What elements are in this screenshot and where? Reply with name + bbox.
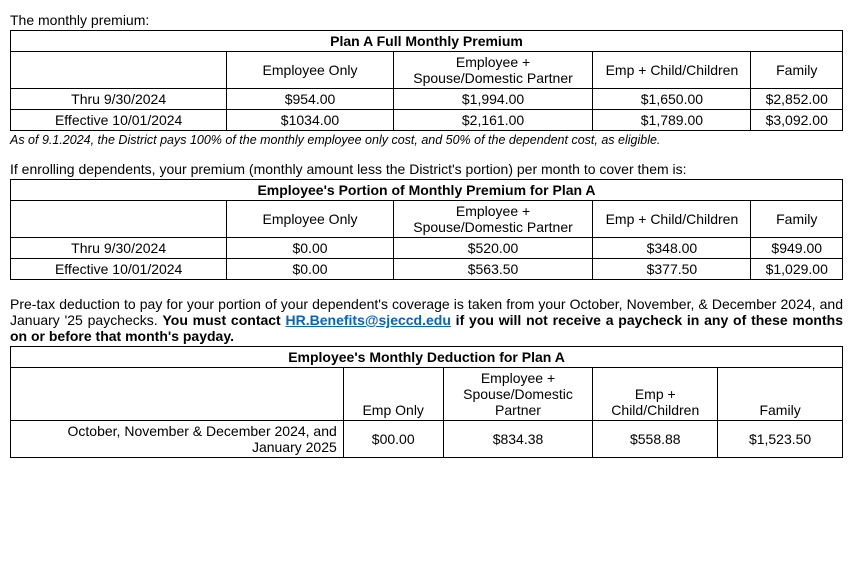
row-label: Effective 10/01/2024 bbox=[11, 259, 227, 280]
cell-value: $00.00 bbox=[343, 421, 443, 458]
row-label: Thru 9/30/2024 bbox=[11, 238, 227, 259]
cell-value: $949.00 bbox=[751, 238, 843, 259]
col-header-emp-child: Emp + Child/Children bbox=[593, 201, 751, 238]
col-header-blank bbox=[11, 368, 344, 421]
col-header-employee-only: Employee Only bbox=[227, 201, 393, 238]
col-header-blank bbox=[11, 52, 227, 89]
table-title: Plan A Full Monthly Premium bbox=[11, 31, 843, 52]
table-plan-a-full-premium: Plan A Full Monthly Premium Employee Onl… bbox=[10, 30, 843, 131]
cell-value: $1,029.00 bbox=[751, 259, 843, 280]
hr-benefits-email-link[interactable]: HR.Benefits@sjeccd.edu bbox=[286, 312, 451, 328]
table-row: Effective 10/01/2024 $1034.00 $2,161.00 … bbox=[11, 110, 843, 131]
cell-value: $520.00 bbox=[393, 238, 593, 259]
col-header-family: Family bbox=[718, 368, 843, 421]
cell-value: $1,994.00 bbox=[393, 89, 593, 110]
col-header-emp-spouse: Employee + Spouse/Domestic Partner bbox=[393, 201, 593, 238]
section1-intro: The monthly premium: bbox=[10, 12, 843, 28]
col-header-family: Family bbox=[751, 201, 843, 238]
section1-note: As of 9.1.2024, the District pays 100% o… bbox=[10, 133, 843, 147]
table-row: October, November & December 2024, and J… bbox=[11, 421, 843, 458]
col-header-family: Family bbox=[751, 52, 843, 89]
cell-value: $834.38 bbox=[443, 421, 593, 458]
cell-value: $558.88 bbox=[593, 421, 718, 458]
table-title: Employee's Portion of Monthly Premium fo… bbox=[11, 180, 843, 201]
cell-value: $1,650.00 bbox=[593, 89, 751, 110]
cell-value: $954.00 bbox=[227, 89, 393, 110]
cell-value: $2,852.00 bbox=[751, 89, 843, 110]
col-header-emp-only: Emp Only bbox=[343, 368, 443, 421]
cell-value: $0.00 bbox=[227, 238, 393, 259]
cell-value: $563.50 bbox=[393, 259, 593, 280]
table-title: Employee's Monthly Deduction for Plan A bbox=[11, 347, 843, 368]
table-monthly-deduction: Employee's Monthly Deduction for Plan A … bbox=[10, 346, 843, 458]
section2-intro: If enrolling dependents, your premium (m… bbox=[10, 161, 843, 177]
col-header-emp-child: Emp + Child/Children bbox=[593, 368, 718, 421]
table-header-row: Emp Only Employee + Spouse/Domestic Part… bbox=[11, 368, 843, 421]
cell-value: $1,523.50 bbox=[718, 421, 843, 458]
table-employee-portion: Employee's Portion of Monthly Premium fo… bbox=[10, 179, 843, 280]
bold-lead: You must contact bbox=[162, 312, 285, 328]
cell-value: $1034.00 bbox=[227, 110, 393, 131]
col-header-emp-spouse: Employee + Spouse/Domestic Partner bbox=[443, 368, 593, 421]
cell-value: $3,092.00 bbox=[751, 110, 843, 131]
row-label: Effective 10/01/2024 bbox=[11, 110, 227, 131]
table-row: Effective 10/01/2024 $0.00 $563.50 $377.… bbox=[11, 259, 843, 280]
cell-value: $348.00 bbox=[593, 238, 751, 259]
table-row: Thru 9/30/2024 $0.00 $520.00 $348.00 $94… bbox=[11, 238, 843, 259]
row-label: Thru 9/30/2024 bbox=[11, 89, 227, 110]
col-header-emp-child: Emp + Child/Children bbox=[593, 52, 751, 89]
table-title-row: Employee's Portion of Monthly Premium fo… bbox=[11, 180, 843, 201]
col-header-emp-spouse: Employee + Spouse/Domestic Partner bbox=[393, 52, 593, 89]
table-title-row: Employee's Monthly Deduction for Plan A bbox=[11, 347, 843, 368]
cell-value: $377.50 bbox=[593, 259, 751, 280]
table-header-row: Employee Only Employee + Spouse/Domestic… bbox=[11, 201, 843, 238]
col-header-blank bbox=[11, 201, 227, 238]
table-header-row: Employee Only Employee + Spouse/Domestic… bbox=[11, 52, 843, 89]
table-row: Thru 9/30/2024 $954.00 $1,994.00 $1,650.… bbox=[11, 89, 843, 110]
cell-value: $1,789.00 bbox=[593, 110, 751, 131]
cell-value: $0.00 bbox=[227, 259, 393, 280]
cell-value: $2,161.00 bbox=[393, 110, 593, 131]
section3-paragraph: Pre-tax deduction to pay for your portio… bbox=[10, 296, 843, 344]
col-header-employee-only: Employee Only bbox=[227, 52, 393, 89]
row-label: October, November & December 2024, and J… bbox=[11, 421, 344, 458]
table-title-row: Plan A Full Monthly Premium bbox=[11, 31, 843, 52]
